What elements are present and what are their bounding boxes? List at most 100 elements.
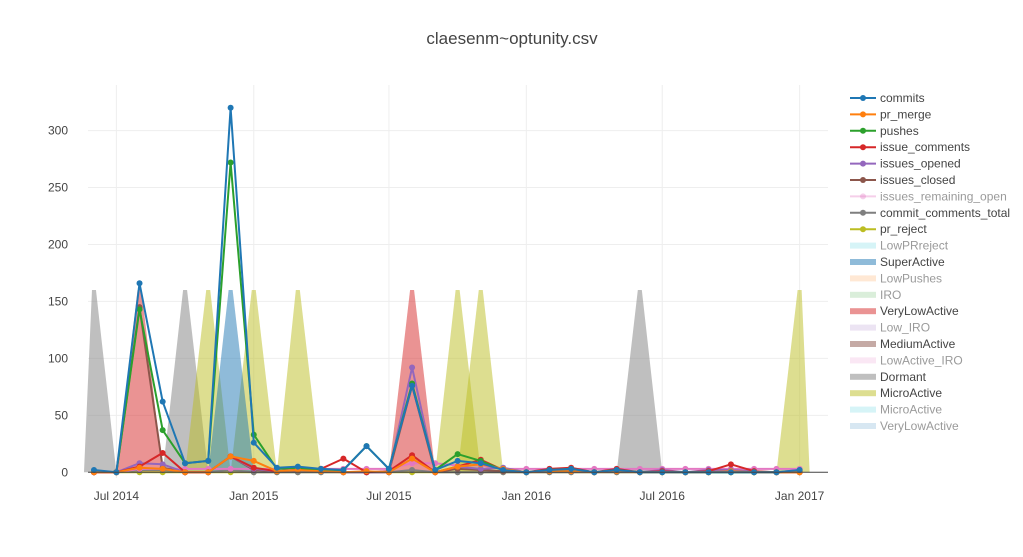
legend-label: Dormant	[880, 370, 927, 384]
legend-swatch	[850, 308, 876, 315]
x-tick-label: Jan 2015	[229, 489, 279, 503]
point-issues_opened	[477, 465, 484, 472]
point-issues_remaining_open	[227, 465, 234, 472]
point-pr_merge	[409, 455, 416, 462]
legend-item[interactable]: pr_reject	[850, 222, 927, 236]
legend-item[interactable]: VeryLowActive	[850, 419, 959, 433]
legend-label: MicroActive	[880, 403, 942, 417]
legend-swatch	[850, 324, 876, 331]
legend-label: VeryLowActive	[880, 419, 959, 433]
point-commits	[205, 457, 212, 464]
point-issue_comments	[250, 464, 257, 471]
point-commits	[250, 439, 257, 446]
legend-label: pr_merge	[880, 107, 932, 121]
legend-item[interactable]: commits	[850, 91, 925, 105]
legend-item[interactable]: MediumActive	[850, 337, 956, 351]
legend-item[interactable]: LowActive_IRO	[850, 353, 963, 367]
point-commits	[363, 443, 370, 450]
legend-item[interactable]: Low_IRO	[850, 321, 930, 335]
legend-label: VeryLowActive	[880, 304, 959, 318]
legend-item[interactable]: pr_merge	[850, 107, 932, 121]
legend-swatch	[850, 357, 876, 364]
legend-item[interactable]: issues_remaining_open	[850, 189, 1007, 203]
legend-item[interactable]: MicroActive	[850, 403, 942, 417]
legend-item[interactable]: Dormant	[850, 370, 927, 384]
legend-swatch	[850, 390, 876, 397]
legend-label: LowActive_IRO	[880, 353, 963, 367]
point-commits	[273, 464, 280, 471]
point-commits	[136, 280, 143, 287]
point-commits	[613, 467, 620, 474]
point-commits	[409, 382, 416, 389]
point-commits	[432, 467, 439, 474]
category-bands	[83, 290, 810, 473]
legend-label: Low_IRO	[880, 321, 930, 335]
legend-item[interactable]: LowPushes	[850, 271, 942, 285]
legend-item[interactable]: issues_opened	[850, 157, 961, 171]
point-commits	[568, 465, 575, 472]
legend-label: LowPRreject	[880, 239, 949, 253]
axes: 0 50 100 150 200 250 300 Jul 2014 Jan 2015 Jul 20…	[48, 124, 828, 503]
legend-item[interactable]: pushes	[850, 124, 919, 138]
y-tick-label: 150	[48, 294, 68, 308]
point-issues_opened	[159, 461, 166, 468]
legend-item[interactable]: issues_closed	[850, 173, 955, 187]
legend-label: SuperActive	[880, 255, 945, 269]
y-tick-label: 50	[55, 408, 69, 422]
legend-label: issues_closed	[880, 173, 955, 187]
point-pr_merge	[136, 464, 143, 471]
legend-item[interactable]: VeryLowActive	[850, 304, 959, 318]
point-pushes	[136, 306, 143, 313]
legend-item[interactable]: issue_comments	[850, 140, 970, 154]
legend-label: commits	[880, 91, 925, 105]
point-commits	[500, 467, 507, 474]
band-microactive	[276, 290, 321, 473]
point-commits	[182, 460, 189, 467]
point-commits	[317, 465, 324, 472]
point-commits	[294, 463, 301, 470]
point-pr_merge	[159, 465, 166, 472]
legend-marker	[860, 193, 866, 200]
legend-item[interactable]: commit_comments_total	[850, 206, 1010, 220]
y-tick-label: 100	[48, 351, 68, 365]
point-commits	[385, 465, 392, 472]
band-microactive	[457, 290, 504, 473]
point-commits	[454, 457, 461, 464]
point-issues_opened	[409, 364, 416, 371]
legend-item[interactable]: LowPRreject	[850, 239, 949, 253]
legend-marker	[860, 95, 866, 101]
legend-item[interactable]: SuperActive	[850, 255, 945, 269]
y-tick-label: 300	[48, 124, 68, 138]
legend-swatch	[850, 259, 876, 265]
band-superactive	[208, 290, 254, 473]
x-tick-label: Jan 2017	[775, 489, 825, 503]
band-dormant	[83, 290, 117, 473]
legend-swatch	[850, 275, 876, 282]
point-issue_comments	[727, 461, 734, 468]
legend-label: issues_remaining_open	[880, 189, 1007, 203]
point-pr_merge	[363, 468, 370, 475]
y-tick-label: 0	[61, 465, 68, 479]
point-commits	[477, 460, 484, 467]
legend-marker	[860, 144, 866, 151]
y-tick-label: 250	[48, 181, 68, 195]
legend-marker	[860, 111, 866, 118]
legend-swatch	[850, 373, 876, 380]
band-microactive	[776, 290, 810, 473]
legend-label: issue_comments	[880, 140, 970, 154]
point-issue_comments	[159, 449, 166, 456]
point-commits	[340, 467, 347, 474]
legend-marker	[860, 160, 866, 167]
legend-item[interactable]: MicroActive	[850, 386, 942, 400]
x-tick-label: Jan 2016	[502, 489, 552, 503]
x-tick-label: Jul 2014	[94, 489, 140, 503]
band-dormant	[616, 290, 663, 473]
legend-item[interactable]: IRO	[850, 288, 901, 302]
point-pr_merge	[227, 453, 234, 460]
legend-label: issues_opened	[880, 157, 961, 171]
x-tick-label: Jul 2015	[366, 489, 412, 503]
legend-marker	[860, 209, 866, 216]
point-pr_merge	[250, 457, 257, 464]
